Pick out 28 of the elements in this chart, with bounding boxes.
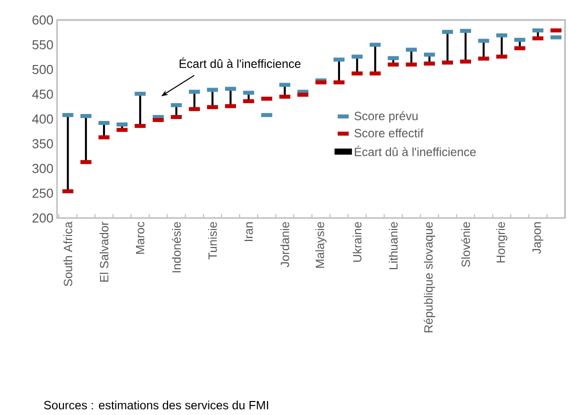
- x-tick-label: Japon: [532, 222, 544, 254]
- x-tick-label: Hongrie: [496, 222, 508, 262]
- y-tick-label: 350: [32, 139, 53, 148]
- x-tick-label: El Salvador: [100, 222, 108, 282]
- y-tick-label: 450: [32, 90, 53, 99]
- x-tick-label: South Africa: [63, 222, 72, 286]
- source-note: Sources : estimations des services du FMI: [44, 400, 268, 410]
- legend-label: Score prévu: [354, 111, 418, 123]
- x-tick-label: Indonésie: [172, 222, 181, 272]
- x-tick-label: Lithuanie: [388, 222, 398, 270]
- x-tick-label: Ukraine: [352, 222, 362, 262]
- x-tick-label: Slovénie: [461, 222, 470, 267]
- x-tick-label: Tunisie: [208, 222, 217, 260]
- y-tick-label: 300: [32, 164, 53, 174]
- y-tick-label: 400: [32, 114, 53, 124]
- x-tick-label: Malaysie: [315, 222, 327, 268]
- y-tick-label: 550: [32, 40, 53, 50]
- legend-label: Score effectif: [354, 128, 424, 138]
- x-tick-label: Iran: [244, 222, 253, 242]
- annotation: Écart dû à l'inefficience: [180, 57, 301, 68]
- y-tick-label: 600: [32, 15, 53, 25]
- legend-label: Écart dû à l'inefficience: [354, 146, 476, 156]
- x-tick-label: Maroc: [136, 222, 144, 254]
- x-tick-label: Jordanie: [280, 222, 290, 268]
- y-tick-label: 250: [32, 188, 53, 198]
- y-tick-label: 200: [32, 213, 53, 223]
- x-tick-label: République slovaque: [424, 222, 436, 332]
- y-tick-label: 500: [32, 64, 53, 74]
